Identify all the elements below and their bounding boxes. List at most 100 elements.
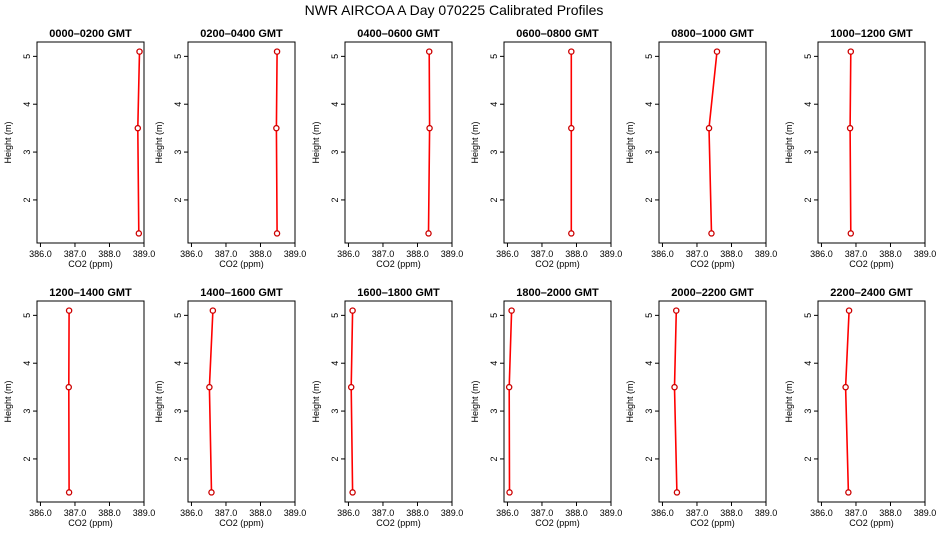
plot-frame [36, 41, 145, 244]
profile-point [673, 489, 681, 496]
y-tick-label: 2 [489, 197, 499, 202]
profile-line [350, 310, 354, 493]
profile-panel: 1200–1400 GMT 386.0 387.0 388.0 389.0 2 3 4 5 CO2… [3, 287, 155, 528]
profile-point [206, 383, 213, 391]
plot-frame [658, 300, 767, 503]
y-tick-label: 3 [489, 409, 499, 414]
plot-frame [503, 300, 612, 503]
x-tick-label: 388.0 [879, 508, 902, 518]
x-axis-label: CO2 (ppm) [219, 259, 264, 269]
x-tick-label: 387.0 [215, 249, 238, 259]
profile-point [671, 383, 678, 391]
x-tick-label: 387.0 [64, 249, 87, 259]
x-tick-label: 388.0 [720, 508, 743, 518]
profile-panel: 0000–0200 GMT 386.0 387.0 388.0 389.0 2 3 4 5 CO2… [3, 28, 155, 269]
profile-point [426, 124, 433, 132]
profile-line [508, 310, 513, 493]
panel-title: 0600–0800 GMT [516, 28, 599, 40]
profile-point [845, 307, 853, 314]
y-tick-label: 3 [173, 409, 183, 414]
y-axis-label: Height (m) [154, 380, 164, 422]
y-tick-label: 4 [173, 102, 183, 107]
profile-line [708, 51, 718, 234]
profile-point [568, 230, 575, 237]
y-tick-label: 3 [330, 409, 340, 414]
profile-panel: 0600–0800 GMT 386.0 387.0 388.0 389.0 2 3 4 5 CO2… [470, 28, 622, 269]
y-tick-label: 4 [803, 102, 813, 107]
y-tick-label: 5 [489, 313, 499, 318]
y-tick-label: 5 [22, 54, 32, 59]
profile-point [505, 383, 513, 391]
profile-panel: 2000–2200 GMT 386.0 387.0 388.0 389.0 2 3 4 5 CO2… [625, 287, 777, 528]
x-tick-label: 386.0 [810, 508, 833, 518]
x-tick-label: 388.0 [406, 249, 429, 259]
profile-line [208, 310, 214, 493]
x-tick-label: 386.0 [496, 508, 519, 518]
x-tick-label: 388.0 [565, 249, 588, 259]
profile-panel: 1600–1800 GMT 386.0 387.0 388.0 389.0 2 3 4 5 CO2… [311, 287, 463, 528]
y-tick-label: 4 [173, 361, 183, 366]
y-tick-label: 2 [330, 456, 340, 461]
profile-line [427, 51, 431, 234]
profile-line [136, 51, 141, 234]
y-tick-label: 5 [803, 313, 813, 318]
x-tick-label: 389.0 [133, 508, 156, 518]
profile-point [847, 48, 855, 55]
profile-point [713, 48, 721, 55]
y-tick-label: 5 [173, 54, 183, 59]
y-tick-label: 4 [489, 102, 499, 107]
plot-frame [658, 41, 767, 244]
profile-point [134, 124, 142, 132]
panel-title: 0800–1000 GMT [671, 28, 754, 40]
x-tick-label: 389.0 [914, 508, 936, 518]
y-axis-label: Height (m) [154, 121, 164, 163]
x-axis-label: CO2 (ppm) [376, 518, 421, 528]
plot-frame [817, 41, 926, 244]
profile-point [846, 124, 854, 132]
y-tick-label: 3 [22, 150, 32, 155]
y-tick-label: 3 [173, 150, 183, 155]
y-tick-label: 2 [644, 456, 654, 461]
profile-panel: 0800–1000 GMT 386.0 387.0 388.0 389.0 2 3 4 5 CO2… [625, 28, 777, 269]
x-tick-label: 386.0 [180, 508, 203, 518]
x-tick-label: 387.0 [64, 508, 87, 518]
y-tick-label: 4 [330, 102, 340, 107]
panel-title: 2000–2200 GMT [671, 287, 754, 299]
x-tick-label: 388.0 [98, 508, 121, 518]
y-axis-label: Height (m) [625, 121, 635, 163]
x-tick-label: 387.0 [845, 249, 868, 259]
plot-frame [817, 300, 926, 503]
y-axis-label: Height (m) [311, 380, 321, 422]
x-tick-label: 389.0 [914, 249, 936, 259]
x-axis-label: CO2 (ppm) [535, 259, 580, 269]
y-tick-label: 2 [173, 456, 183, 461]
y-tick-label: 3 [22, 409, 32, 414]
profile-line [849, 51, 852, 234]
profile-point [65, 307, 73, 314]
plot-frame [187, 300, 296, 503]
y-tick-label: 5 [489, 54, 499, 59]
x-axis-label: CO2 (ppm) [68, 259, 113, 269]
profile-point [65, 383, 73, 391]
profile-line [844, 310, 850, 493]
panel-title: 0000–0200 GMT [49, 28, 132, 40]
profile-point [349, 307, 356, 314]
x-tick-label: 388.0 [98, 249, 121, 259]
x-tick-label: 387.0 [845, 508, 868, 518]
x-tick-label: 387.0 [531, 249, 554, 259]
profile-line [673, 310, 678, 493]
y-tick-label: 5 [644, 54, 654, 59]
profile-panel: 0200–0400 GMT 386.0 387.0 388.0 389.0 2 3 4 5 CO2… [154, 28, 306, 269]
x-tick-label: 386.0 [180, 249, 203, 259]
profile-point [425, 230, 432, 237]
profile-panel: 1400–1600 GMT 386.0 387.0 388.0 389.0 2 3 4 5 CO2… [154, 287, 306, 528]
x-tick-label: 386.0 [496, 249, 519, 259]
x-tick-label: 387.0 [686, 249, 709, 259]
x-axis-label: CO2 (ppm) [690, 259, 735, 269]
x-tick-label: 386.0 [337, 249, 360, 259]
x-tick-label: 386.0 [29, 249, 52, 259]
y-tick-label: 2 [803, 456, 813, 461]
panel-title: 2200–2400 GMT [830, 287, 913, 299]
profile-point [673, 307, 680, 314]
x-tick-label: 387.0 [531, 508, 554, 518]
